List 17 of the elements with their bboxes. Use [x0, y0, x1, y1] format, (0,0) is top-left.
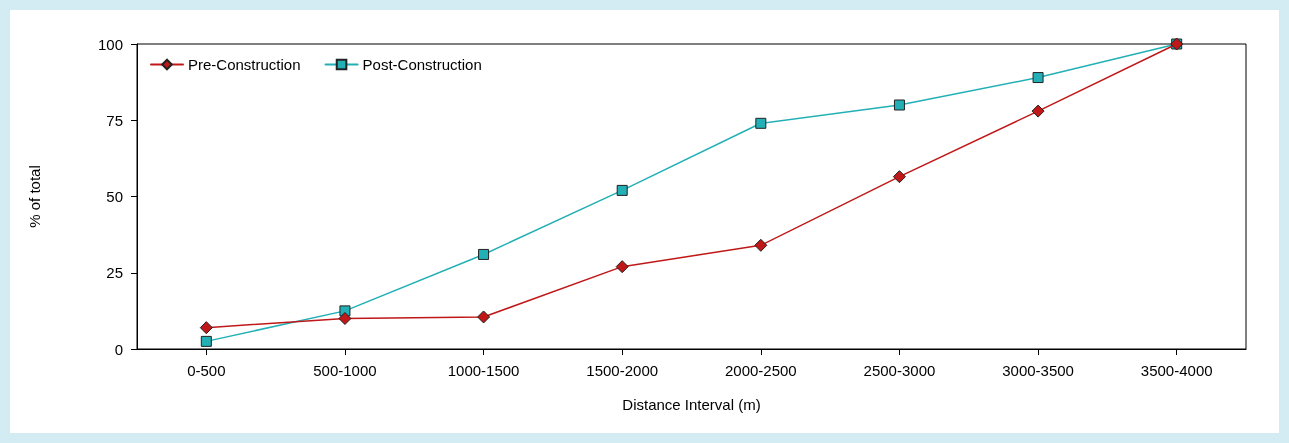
x-tick-label: 2500-3000 [863, 362, 936, 379]
x-axis-title: Distance Interval (m) [622, 396, 761, 413]
x-tick-label: 3500-4000 [1140, 362, 1213, 379]
x-tick-label: 1500-2000 [586, 362, 659, 379]
legend-label: Post-Construction [362, 56, 482, 73]
x-tick-label: 0-500 [187, 362, 226, 379]
y-tick-label: 50 [106, 188, 123, 205]
y-tick-label: 75 [106, 111, 123, 129]
x-tick-label: 1000-1500 [447, 362, 520, 379]
y-tick-label: 100 [97, 35, 123, 53]
y-tick-label: 25 [106, 264, 123, 282]
x-tick-label: 2000-2500 [724, 362, 797, 379]
y-tick-label: 0 [114, 340, 123, 358]
y-axis-title: % of total [26, 165, 43, 228]
x-tick-label: 3000-3500 [1002, 362, 1074, 379]
x-tick-label: 500-1000 [313, 362, 377, 379]
legend-label: Pre-Construction [188, 56, 301, 73]
